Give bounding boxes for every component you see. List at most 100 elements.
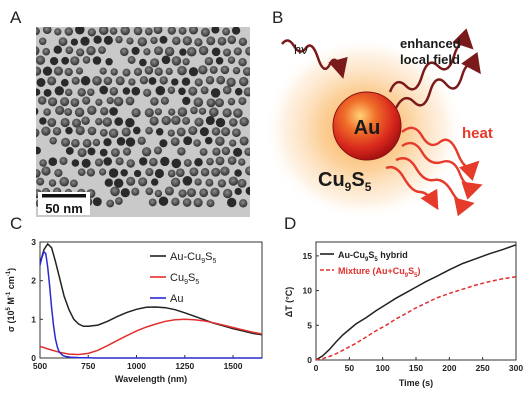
- nanoparticle: [36, 46, 40, 56]
- nanoparticle: [188, 67, 199, 77]
- nanoparticle: [215, 136, 225, 146]
- nanoparticle: [108, 128, 119, 139]
- nanoparticle: [54, 168, 63, 178]
- nanoparticle: [238, 57, 247, 67]
- y-tick-label: 15: [303, 251, 313, 261]
- chart-d-y-ticks: 0 5 10 15: [303, 251, 319, 365]
- nanoparticle: [71, 159, 80, 167]
- nanoparticle: [60, 78, 69, 87]
- nanoparticle: [182, 116, 191, 125]
- enhanced-field-wave-2: [394, 51, 481, 109]
- nanoparticle: [115, 76, 125, 86]
- nanoparticle: [178, 27, 187, 35]
- nanoparticle: [110, 148, 120, 157]
- nanoparticle: [61, 56, 70, 65]
- nanoparticle: [226, 77, 236, 87]
- nanoparticle: [48, 157, 58, 167]
- nanoparticle: [221, 146, 231, 156]
- nanoparticle: [76, 48, 85, 57]
- nanoparticle: [170, 177, 181, 187]
- nanoparticle: [61, 137, 70, 147]
- nanoparticle: [238, 37, 248, 46]
- nanoparticle: [54, 28, 62, 36]
- nanoparticle: [42, 66, 53, 76]
- shell-label: Cu9S5: [318, 169, 372, 194]
- chart-d-series: [315, 244, 517, 361]
- nanoparticle: [183, 158, 192, 167]
- nanoparticle: [154, 67, 163, 76]
- x-tick-label: 50: [345, 363, 355, 373]
- nanoparticle: [159, 76, 168, 85]
- nanoparticle: [222, 27, 231, 36]
- nanoparticle: [75, 67, 84, 75]
- nanoparticle: [126, 159, 135, 168]
- nanoparticle: [39, 117, 47, 125]
- nanoparticle: [190, 106, 198, 115]
- nanoparticle: [87, 88, 95, 96]
- nanoparticle: [176, 127, 186, 137]
- nanoparticle: [36, 169, 41, 178]
- chart-c-y-ticks: 0 1 2 3: [31, 237, 43, 363]
- nanoparticle: [204, 136, 213, 145]
- nanoparticle: [165, 67, 173, 75]
- nanoparticle: [154, 46, 163, 56]
- nanoparticle: [167, 169, 176, 178]
- nanoparticle: [199, 188, 209, 198]
- nanoparticle: [59, 176, 69, 187]
- nanoparticle: [232, 128, 241, 138]
- tem-micrograph: 50 nm: [36, 27, 250, 217]
- nanoparticle: [120, 169, 128, 177]
- nanoparticle: [211, 167, 221, 177]
- nanoparticle: [182, 96, 191, 106]
- nanoparticle: [145, 126, 153, 135]
- nanoparticle: [36, 88, 41, 96]
- nanoparticle: [215, 117, 226, 128]
- nanoparticle: [206, 98, 216, 108]
- nanoparticle: [102, 117, 112, 127]
- nanoparticle: [150, 97, 159, 106]
- legend-label-hybrid: Au-Cu9S5: [170, 251, 216, 265]
- nanoparticle: [42, 47, 51, 56]
- nanoparticle: [245, 46, 250, 56]
- nanoparticle: [65, 46, 74, 55]
- nanoparticle: [122, 87, 131, 95]
- nanoparticle: [133, 67, 143, 76]
- nanoparticle: [65, 146, 74, 155]
- nanoparticle: [221, 127, 231, 137]
- nanoparticle: [36, 66, 42, 76]
- nanoparticle: [160, 156, 170, 167]
- nanoparticle: [211, 47, 221, 57]
- nanoparticle: [171, 115, 181, 125]
- nanoparticle: [228, 176, 238, 186]
- nanoparticle: [160, 96, 169, 105]
- nanoparticle: [210, 88, 221, 98]
- nanoparticle: [80, 36, 90, 46]
- panel-letter-c: C: [10, 214, 23, 233]
- x-tick-label: 200: [442, 363, 456, 373]
- nanoparticle: [64, 27, 74, 36]
- nanoparticle: [48, 179, 57, 187]
- nanoparticle: [158, 196, 169, 206]
- nanoparticle: [211, 27, 220, 34]
- nanoparticle: [109, 27, 118, 35]
- nanoparticle-field: [36, 27, 250, 208]
- nanoparticle: [121, 127, 131, 137]
- nanoparticle: [239, 117, 249, 127]
- nanoparticle: [171, 197, 180, 206]
- nanoparticle: [131, 46, 140, 55]
- nanoparticle: [211, 127, 221, 136]
- nanoparticle: [194, 78, 203, 87]
- y-tick-label: 3: [31, 237, 36, 247]
- nanoparticle: [229, 139, 237, 147]
- panel-letter-b: B: [272, 8, 284, 27]
- nanoparticle: [217, 36, 227, 46]
- nanoparticle: [87, 126, 97, 136]
- nanoparticle: [82, 96, 91, 105]
- nanoparticle: [145, 168, 154, 177]
- nanoparticle: [167, 129, 175, 137]
- nanoparticle: [82, 56, 91, 64]
- nanoparticle: [125, 96, 135, 106]
- nanoparticle: [110, 68, 118, 76]
- nanoparticle: [161, 115, 171, 126]
